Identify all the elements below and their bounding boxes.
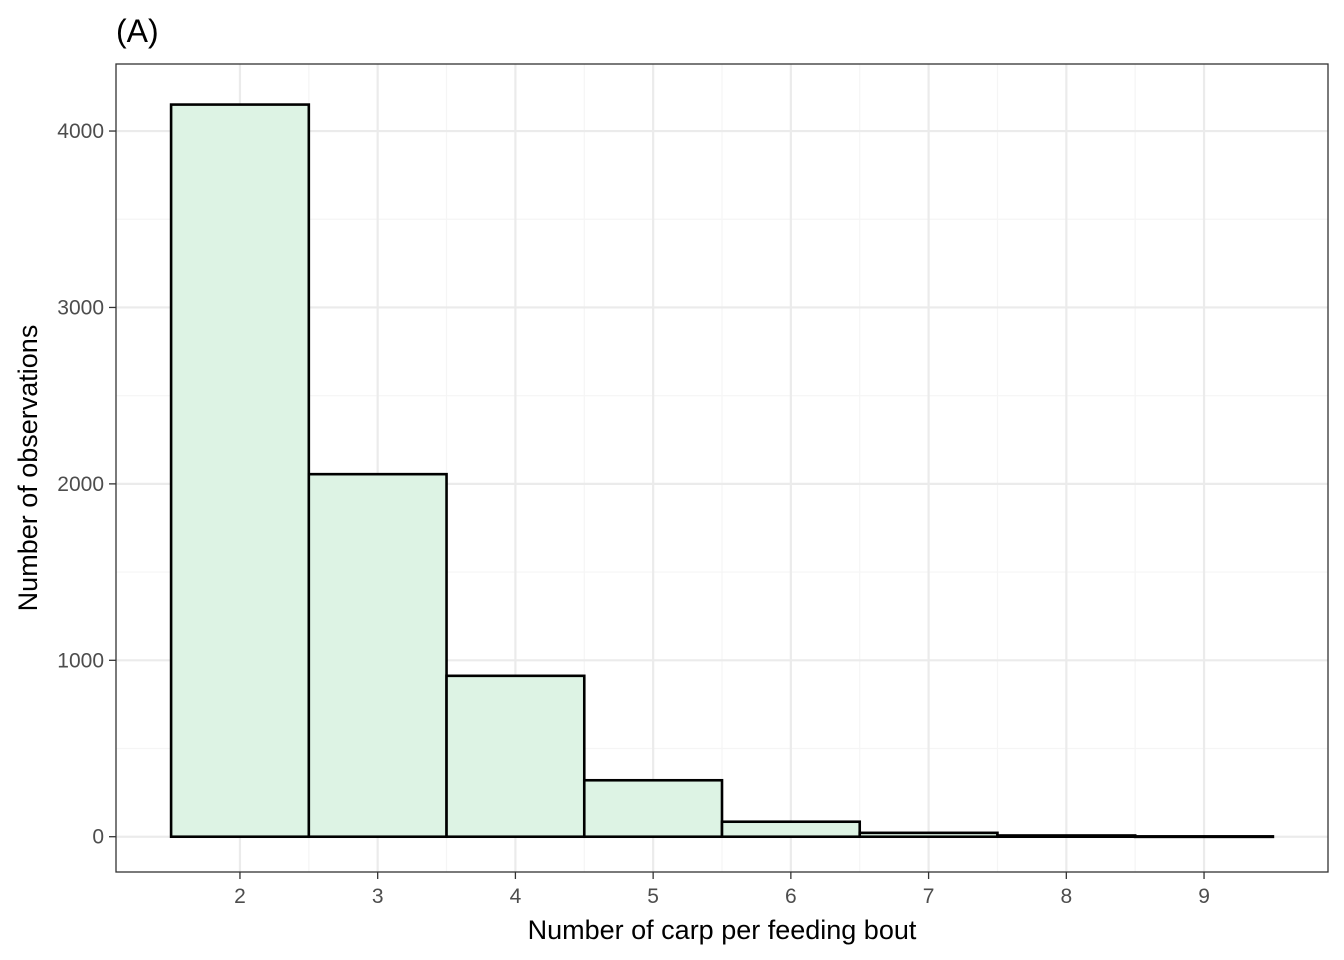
x-tick-label: 7	[923, 885, 935, 908]
x-tick-label: 2	[234, 885, 246, 908]
x-tick-label: 8	[1060, 885, 1072, 908]
y-tick-labels: 0 1000 2000 3000 4000	[57, 120, 104, 849]
bar-5	[582, 778, 724, 839]
bar-8	[996, 834, 1137, 839]
y-tick-label: 0	[92, 826, 104, 849]
bar-9	[1133, 835, 1275, 839]
x-tick-label: 6	[785, 885, 797, 908]
x-tick-labels: 2 3 4 5 6 7 8 9	[234, 885, 1210, 908]
x-tick-label: 3	[372, 885, 384, 908]
y-tick-label: 3000	[57, 296, 104, 319]
bar-4	[445, 674, 586, 839]
bar-2	[169, 103, 311, 839]
x-tick-label: 5	[647, 885, 659, 908]
bar-7	[858, 831, 999, 839]
panel-border	[115, 63, 1329, 873]
bars-group	[169, 103, 1275, 839]
minor-gridlines	[116, 64, 1328, 872]
x-tick-label: 9	[1198, 885, 1210, 908]
axis-ticks	[109, 130, 1205, 879]
y-tick-label: 2000	[57, 473, 104, 496]
bar-6	[720, 820, 862, 839]
x-tick-label: 4	[510, 885, 522, 908]
x-axis-title: Number of carp per feeding bout	[528, 915, 917, 945]
y-tick-label: 4000	[57, 120, 104, 143]
bar-3	[307, 472, 448, 839]
y-axis-title: Number of observations	[13, 325, 43, 612]
y-tick-label: 1000	[57, 649, 104, 672]
panel-title: (A)	[116, 13, 159, 49]
